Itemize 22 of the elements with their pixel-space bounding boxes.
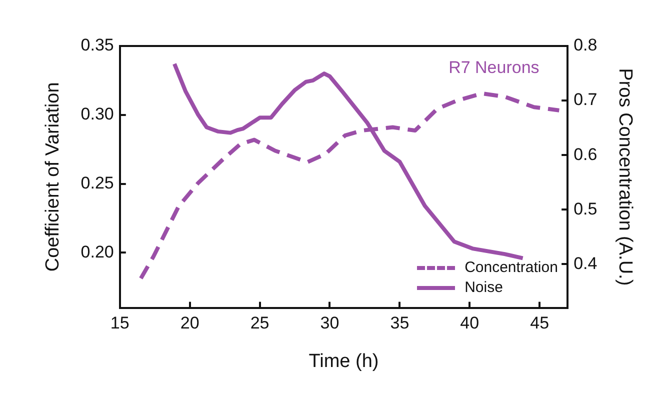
legend-label: Noise [464, 279, 503, 296]
y-tick-label: 0.25 [80, 173, 114, 192]
x-tick-label: 30 [320, 314, 340, 333]
x-tick-label: 15 [110, 314, 130, 333]
y-tick-label: 0.20 [80, 242, 114, 262]
y2-tick-label: 0.6 [574, 144, 598, 164]
x-tick-label: 35 [390, 314, 410, 333]
y2-tick-label: 0.8 [574, 36, 598, 55]
y2-tick-label: 0.7 [574, 90, 598, 110]
x-tick-label: 20 [180, 314, 200, 333]
y2-axis-title: Pros Concentration (A.U.) [614, 68, 636, 286]
x-tick-label: 45 [530, 314, 550, 333]
x-tick-label: 25 [250, 314, 270, 333]
y2-tick-label: 0.4 [574, 254, 598, 273]
x-tick-label: 40 [460, 314, 480, 333]
y-axis-title: Coefficient of Variation [42, 82, 64, 272]
annotation: R7 Neurons [448, 58, 540, 78]
x-axis-title: Time (h) [308, 350, 379, 372]
y-tick-label: 0.30 [80, 104, 114, 124]
legend-label: Concentration [464, 259, 558, 276]
y-tick-label: 0.35 [80, 36, 114, 55]
y2-tick-label: 0.5 [574, 199, 598, 218]
